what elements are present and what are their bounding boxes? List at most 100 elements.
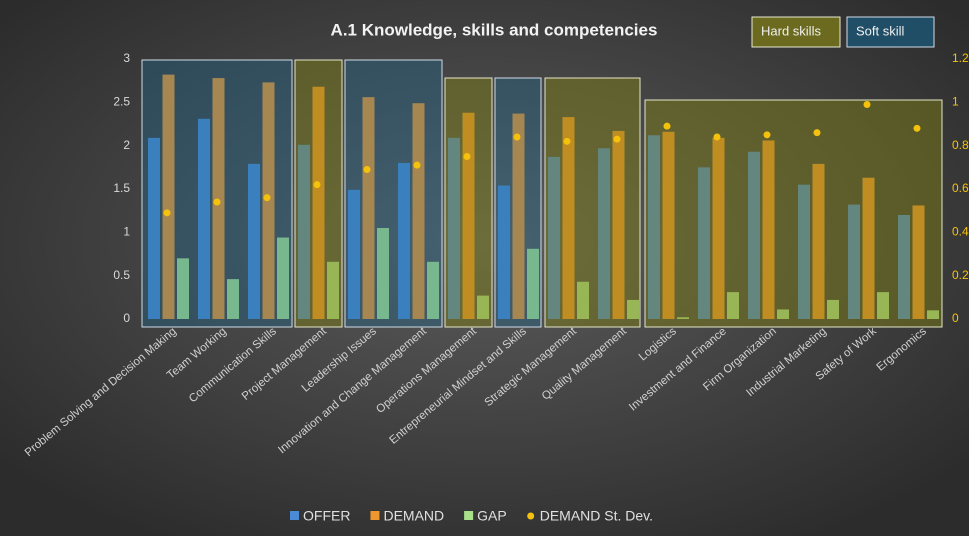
bar bbox=[662, 131, 675, 319]
std-dev-point bbox=[863, 101, 871, 108]
y-tick-label: 3 bbox=[123, 51, 130, 65]
y-tick-label: 2 bbox=[123, 138, 130, 152]
bar bbox=[198, 118, 210, 319]
y-tick-label: 1.5 bbox=[113, 181, 130, 195]
bar bbox=[798, 184, 810, 319]
bar bbox=[327, 261, 339, 319]
hard-skills-key bbox=[751, 16, 841, 48]
bar bbox=[848, 204, 860, 319]
bar bbox=[877, 292, 889, 319]
std-dev-point bbox=[513, 133, 521, 141]
soft-group bbox=[141, 59, 293, 328]
bar bbox=[148, 137, 160, 319]
bar bbox=[312, 86, 325, 319]
bar bbox=[348, 189, 360, 319]
y2-tick-label: 0.4 bbox=[952, 225, 969, 239]
y2-tick-label: 1.2 bbox=[952, 51, 969, 65]
y2-tick-label: 0.6 bbox=[952, 181, 969, 195]
std-dev-point bbox=[613, 135, 621, 143]
y2-tick-label: 0.2 bbox=[952, 268, 969, 282]
bar bbox=[427, 261, 439, 319]
legend-label: GAP bbox=[477, 508, 507, 524]
y-tick-label: 0 bbox=[123, 311, 130, 325]
plot bbox=[148, 74, 939, 320]
bar bbox=[548, 156, 560, 319]
bar bbox=[648, 135, 660, 319]
legend-marker bbox=[464, 511, 474, 520]
std-dev-point bbox=[813, 129, 821, 137]
legend-label: DEMAND St. Dev. bbox=[540, 508, 653, 524]
bar bbox=[462, 112, 475, 319]
std-dev-point bbox=[263, 194, 271, 202]
bar bbox=[277, 237, 289, 319]
bar bbox=[448, 137, 460, 319]
legend-label: OFFER bbox=[303, 508, 350, 524]
bar bbox=[377, 228, 389, 319]
std-dev-point bbox=[163, 209, 171, 217]
std-dev-point bbox=[313, 181, 321, 189]
bar bbox=[398, 163, 410, 319]
bar bbox=[227, 279, 239, 319]
bar bbox=[698, 167, 710, 319]
y-tick-label: 2.5 bbox=[113, 95, 130, 109]
bar bbox=[212, 78, 225, 319]
std-dev-point bbox=[913, 124, 921, 132]
chart-title: A.1 Knowledge, skills and competencies bbox=[331, 20, 658, 39]
bar bbox=[927, 310, 939, 319]
hard-group bbox=[294, 59, 343, 328]
bar bbox=[512, 113, 525, 319]
std-dev-point bbox=[563, 137, 571, 145]
y-tick-label: 0.5 bbox=[113, 268, 130, 282]
std-dev-point bbox=[713, 133, 721, 141]
legend-label: DEMAND bbox=[383, 508, 444, 524]
y2-tick-label: 0.8 bbox=[952, 138, 969, 152]
bar bbox=[777, 309, 789, 319]
bar bbox=[598, 148, 610, 319]
soft-skill-label: Soft skill bbox=[856, 23, 905, 38]
hard-group bbox=[644, 99, 943, 328]
std-dev-point bbox=[363, 166, 371, 173]
std-dev-point bbox=[663, 122, 671, 130]
bar bbox=[912, 205, 925, 319]
y2-tick-label: 1 bbox=[952, 95, 959, 109]
bar bbox=[898, 215, 910, 319]
soft-skill-key bbox=[846, 16, 935, 48]
bar bbox=[498, 185, 510, 319]
bar bbox=[727, 292, 739, 319]
std-dev-point bbox=[213, 198, 221, 206]
bar bbox=[712, 137, 725, 319]
bar bbox=[177, 258, 189, 319]
bar bbox=[248, 163, 260, 319]
bar bbox=[677, 317, 689, 319]
bar bbox=[362, 97, 375, 319]
hard-group bbox=[544, 77, 641, 328]
bar bbox=[762, 140, 775, 319]
bar bbox=[298, 144, 310, 319]
y2-tick-label: 0 bbox=[952, 311, 959, 325]
bar bbox=[162, 74, 175, 319]
soft-group bbox=[494, 77, 542, 328]
bar bbox=[862, 177, 875, 319]
skill-groups bbox=[141, 59, 943, 328]
legend-marker bbox=[527, 512, 535, 520]
legend-marker bbox=[290, 511, 299, 520]
y-tick-label: 1 bbox=[123, 225, 130, 239]
bar bbox=[748, 151, 760, 319]
std-dev-point bbox=[463, 153, 471, 160]
std-dev-point bbox=[413, 161, 421, 169]
bar bbox=[477, 295, 489, 319]
bar bbox=[527, 248, 539, 319]
bar bbox=[827, 299, 839, 319]
overlay bbox=[163, 101, 921, 217]
soft-group bbox=[344, 59, 443, 328]
std-dev-point bbox=[763, 131, 771, 139]
legend-marker bbox=[370, 511, 380, 520]
bar bbox=[412, 103, 425, 319]
hard-skills-label: Hard skills bbox=[761, 23, 821, 38]
bar bbox=[562, 117, 575, 319]
bar bbox=[812, 163, 825, 319]
bar bbox=[627, 299, 639, 319]
bar bbox=[612, 130, 625, 319]
bar bbox=[577, 281, 589, 319]
